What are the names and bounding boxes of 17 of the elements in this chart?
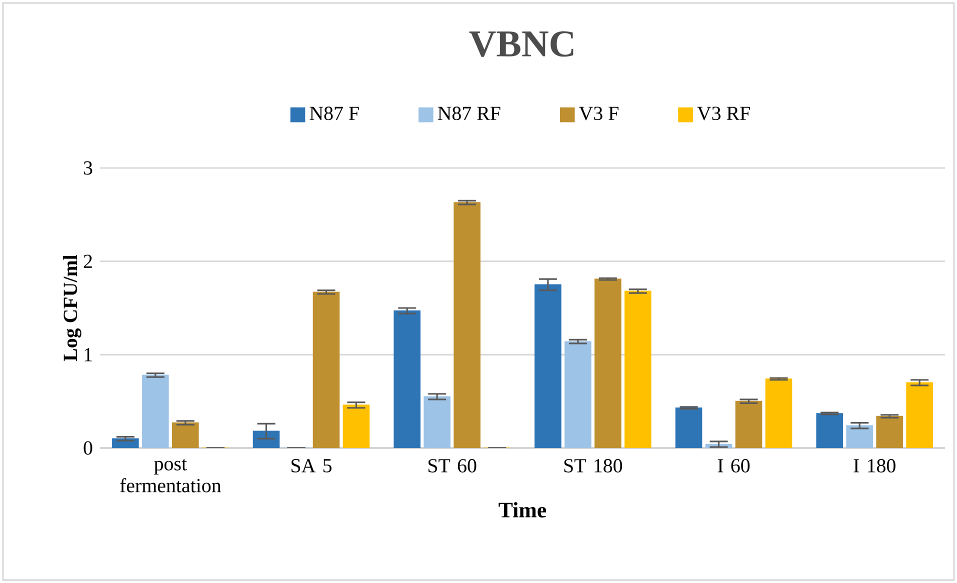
x-tick-label: SA 5 bbox=[292, 459, 332, 472]
legend-label: V3 RF bbox=[697, 106, 750, 120]
x-tick-label: ST 60 bbox=[428, 459, 476, 472]
y-tick-label: 3 bbox=[84, 161, 92, 175]
y-axis-title: Log CFU/ml bbox=[63, 254, 82, 362]
x-tick-label: post fermentation bbox=[120, 459, 222, 492]
legend-label: V3 F bbox=[578, 106, 618, 120]
x-tick-label: ST 180 bbox=[564, 459, 622, 472]
x-tick-label: I 60 bbox=[718, 459, 750, 472]
y-tick-label: 0 bbox=[84, 441, 92, 455]
x-tick-label: I 180 bbox=[854, 459, 896, 472]
x-axis-title: Time bbox=[498, 502, 546, 518]
legend-label: N87 F bbox=[310, 106, 359, 120]
y-tick-label: 2 bbox=[84, 254, 92, 268]
y-tick-label: 1 bbox=[84, 348, 92, 362]
legend-label: N87 RF bbox=[438, 106, 500, 120]
chart-title: VBNC bbox=[469, 31, 574, 57]
